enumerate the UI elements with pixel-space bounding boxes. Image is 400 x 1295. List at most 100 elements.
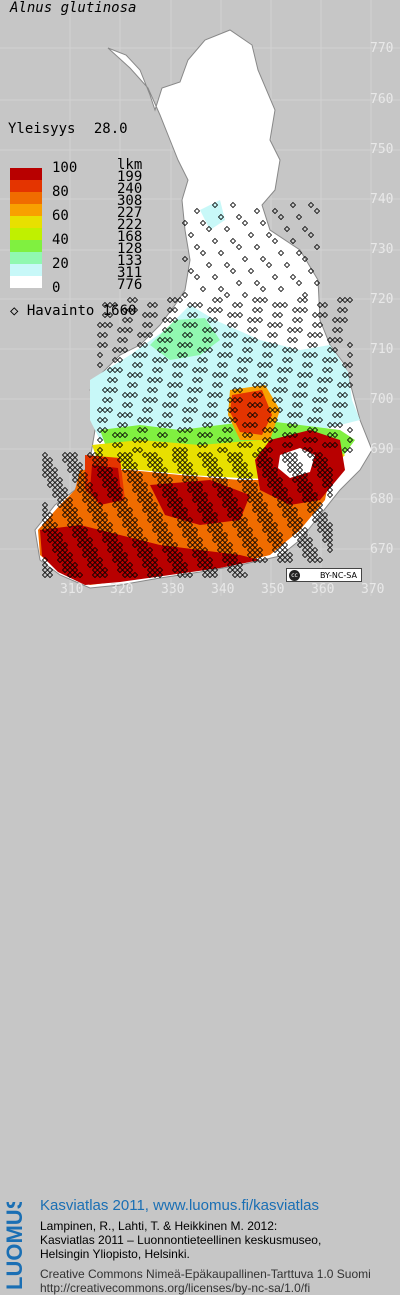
observation-diamond [306, 361, 314, 369]
diamond-icon: ◇ [10, 303, 19, 319]
observation-diamond [256, 401, 264, 409]
observation-diamond [186, 331, 194, 339]
observation-diamond [71, 461, 79, 469]
observation-diamond [271, 386, 279, 394]
observation-diamond [181, 416, 189, 424]
observation-diamond [301, 371, 309, 379]
observation-diamond [311, 516, 319, 524]
observation-diamond [146, 301, 154, 309]
observation-diamond [211, 237, 219, 245]
observation-diamond [256, 381, 264, 389]
observation-diamond [56, 491, 64, 499]
observation-diamond [201, 516, 209, 524]
observation-diamond [161, 411, 169, 419]
observation-diamond [41, 451, 49, 459]
observation-diamond [111, 346, 119, 354]
observation-diamond [116, 336, 124, 344]
observation-diamond [171, 371, 179, 379]
observation-diamond [196, 376, 204, 384]
observation-diamond [311, 351, 319, 359]
observation-diamond [313, 207, 321, 215]
observation-diamond [251, 326, 259, 334]
license-url[interactable]: http://creativecommons.org/licenses/by-n… [40, 1281, 311, 1295]
observation-diamond [251, 296, 259, 304]
observation-diamond [211, 391, 219, 399]
observation-diamond [326, 526, 334, 534]
observation-diamond [256, 446, 264, 454]
observation-diamond [166, 381, 174, 389]
observation-diamond [266, 536, 274, 544]
observation-diamond [251, 506, 259, 514]
observation-diamond [121, 326, 129, 334]
observation-diamond [276, 376, 284, 384]
observation-diamond [211, 201, 219, 209]
observation-diamond [241, 441, 249, 449]
observation-diamond [271, 301, 279, 309]
observation-diamond [336, 326, 344, 334]
observation-diamond [216, 546, 224, 554]
observation-diamond [316, 406, 324, 414]
observation-diamond [236, 476, 244, 484]
observation-diamond [196, 346, 204, 354]
observation-diamond [311, 341, 319, 349]
observation-diamond [217, 213, 225, 221]
observation-diamond [241, 291, 249, 299]
observation-diamond [346, 426, 354, 434]
observation-diamond [56, 481, 64, 489]
observation-diamond [51, 486, 59, 494]
observation-diamond [186, 301, 194, 309]
observation-diamond [146, 571, 154, 579]
observation-diamond [151, 386, 159, 394]
observation-diamond [136, 371, 144, 379]
observation-diamond [271, 426, 279, 434]
observation-diamond [286, 356, 294, 364]
observation-diamond [211, 326, 219, 334]
observation-diamond [111, 501, 119, 509]
observation-diamond [41, 471, 49, 479]
observation-diamond [276, 501, 284, 509]
observation-diamond [346, 296, 354, 304]
observation-diamond [161, 431, 169, 439]
observation-diamond [306, 341, 314, 349]
observation-diamond [151, 471, 159, 479]
observation-diamond [176, 351, 184, 359]
observation-diamond [176, 296, 184, 304]
observation-diamond [181, 219, 189, 227]
observation-diamond [346, 351, 354, 359]
observation-diamond [236, 376, 244, 384]
observation-diamond [277, 213, 285, 221]
legend-swatch [10, 252, 42, 264]
observation-diamond [331, 401, 339, 409]
observation-diamond [311, 311, 319, 319]
observation-diamond [201, 431, 209, 439]
observation-diamond [106, 396, 114, 404]
observation-diamond [256, 371, 264, 379]
observation-diamond [211, 371, 219, 379]
observation-diamond [151, 396, 159, 404]
observation-diamond [121, 346, 129, 354]
observation-diamond [331, 356, 339, 364]
observation-diamond [41, 506, 49, 514]
observation-diamond [161, 421, 169, 429]
observation-diamond [271, 207, 279, 215]
observation-diamond [313, 243, 321, 251]
x-tick-label: 330 [161, 582, 185, 597]
observation-diamond [235, 279, 243, 287]
observation-diamond [231, 396, 239, 404]
observation-diamond [321, 396, 329, 404]
observation-diamond [326, 546, 334, 554]
observation-diamond [296, 391, 304, 399]
observation-diamond [261, 381, 269, 389]
observation-diamond [286, 366, 294, 374]
observation-diamond [196, 431, 204, 439]
observation-diamond [96, 471, 104, 479]
observation-diamond [266, 361, 274, 369]
observation-diamond [217, 285, 225, 293]
observation-diamond [231, 416, 239, 424]
observation-diamond [91, 571, 99, 579]
observation-diamond [316, 471, 324, 479]
observation-diamond [301, 381, 309, 389]
observation-diamond [331, 326, 339, 334]
atlas-link[interactable]: Kasviatlas 2011, www.luomus.fi/kasviatla… [40, 1197, 320, 1214]
observation-diamond [121, 391, 129, 399]
